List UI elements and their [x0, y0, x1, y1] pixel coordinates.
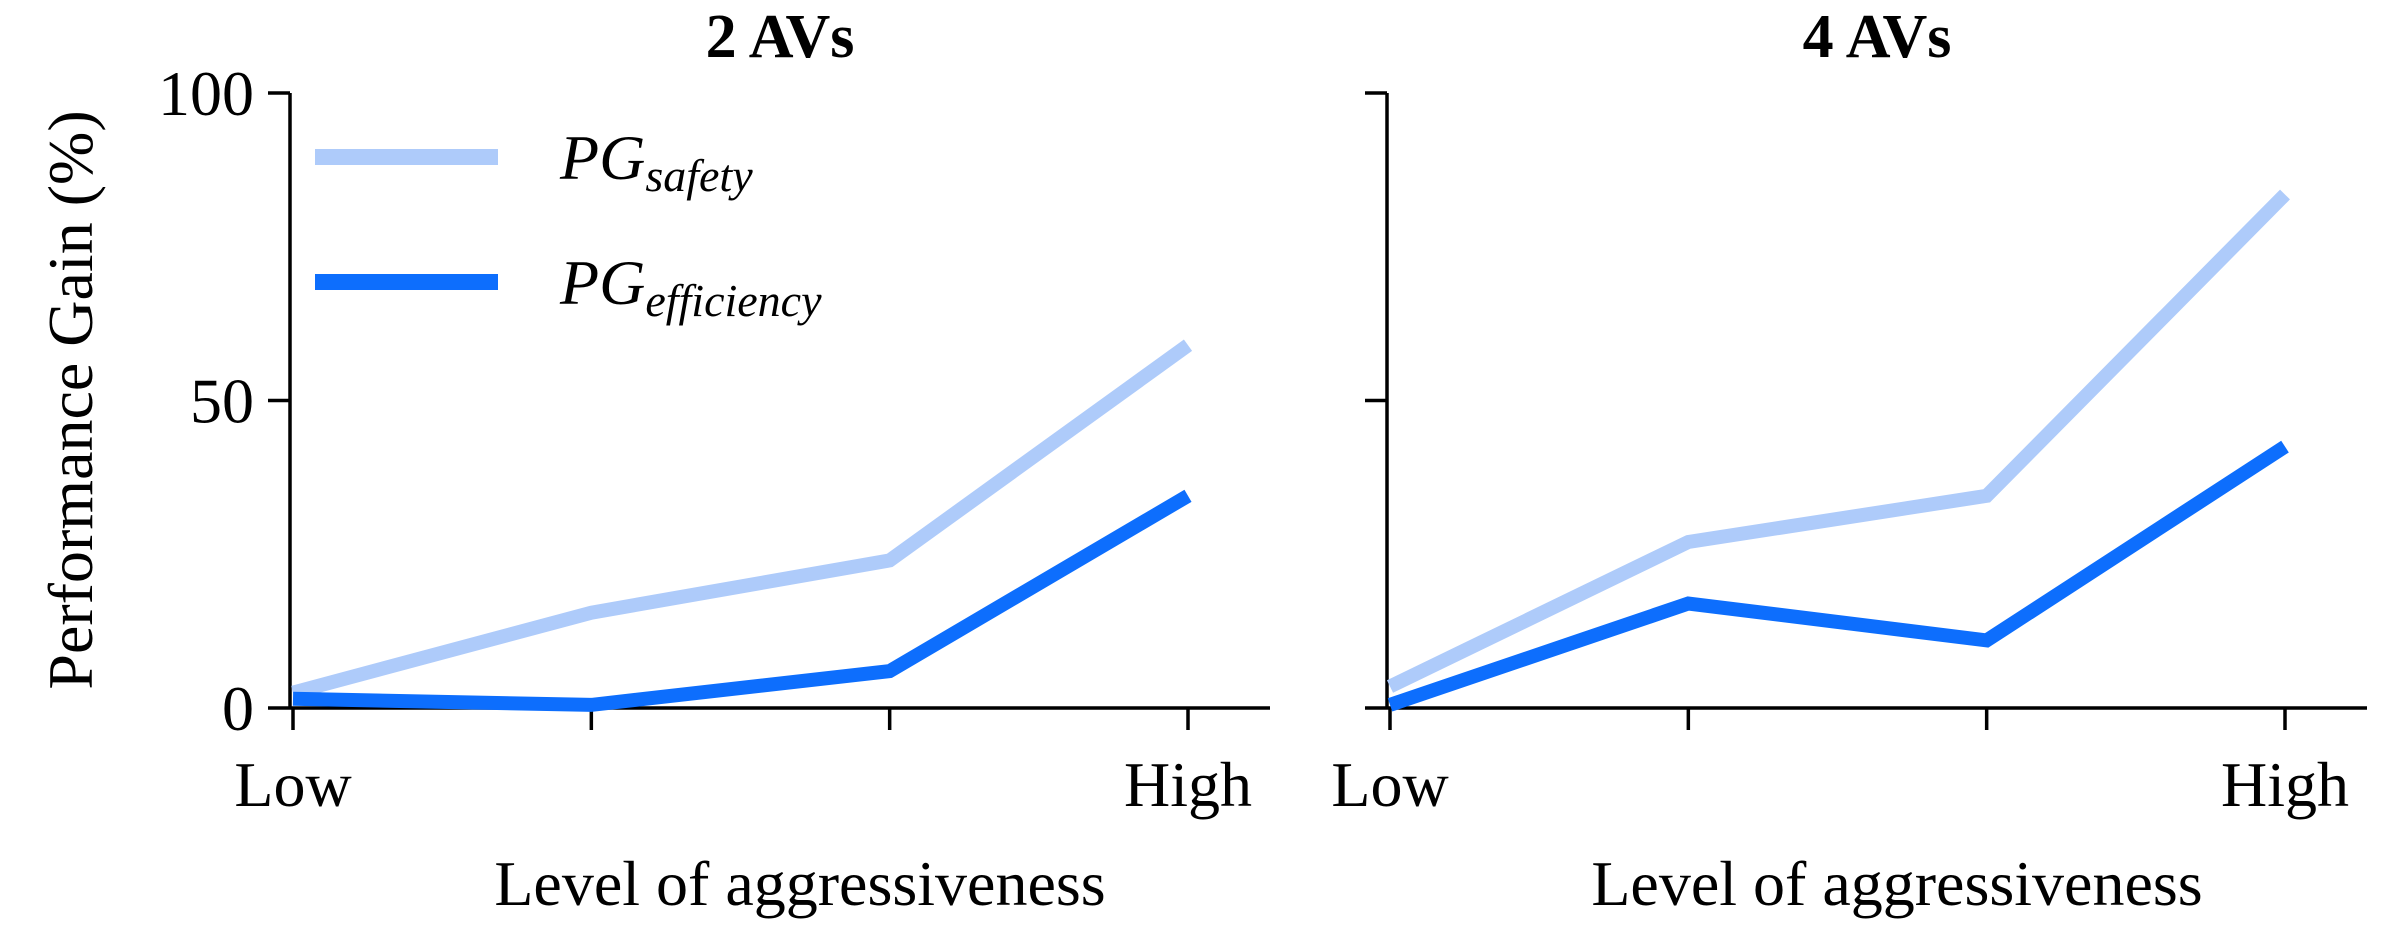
series-line-pg-efficiency [1387, 440, 2289, 712]
panel-title: 4 AVs [1803, 3, 1952, 71]
x-axis-label: Level of aggressiveness [494, 848, 1105, 919]
x-axis-label: Level of aggressiveness [1591, 848, 2202, 919]
y-axis-label: Performance Gain (%) [35, 110, 106, 689]
legend-subscript: safety [645, 150, 753, 201]
series-line-pg-safety [291, 339, 1193, 700]
y-tick-label: 50 [190, 366, 254, 437]
series-line-pg-safety [1386, 189, 2290, 693]
legend: PGsafety PGefficiency [315, 122, 822, 326]
y-tick-label: 100 [158, 58, 254, 129]
series-line-pg-efficiency [292, 489, 1192, 712]
panel-2: 4 AVs Low High Level of aggressiveness [1331, 3, 2367, 919]
panel-1: 2 AVs 0 50 100 Low High Level of aggressivenes… [158, 3, 1270, 919]
x-tick-label: Low [1331, 749, 1448, 820]
legend-label-efficiency: PGefficiency [559, 247, 822, 326]
x-tick-label: Low [234, 749, 351, 820]
x-tick-label: High [2221, 749, 2349, 820]
panel-title: 2 AVs [706, 3, 855, 71]
y-tick-label: 0 [222, 673, 254, 744]
legend-label-safety: PGsafety [559, 122, 753, 201]
legend-subscript: efficiency [645, 275, 822, 326]
x-tick-label: High [1124, 749, 1252, 820]
